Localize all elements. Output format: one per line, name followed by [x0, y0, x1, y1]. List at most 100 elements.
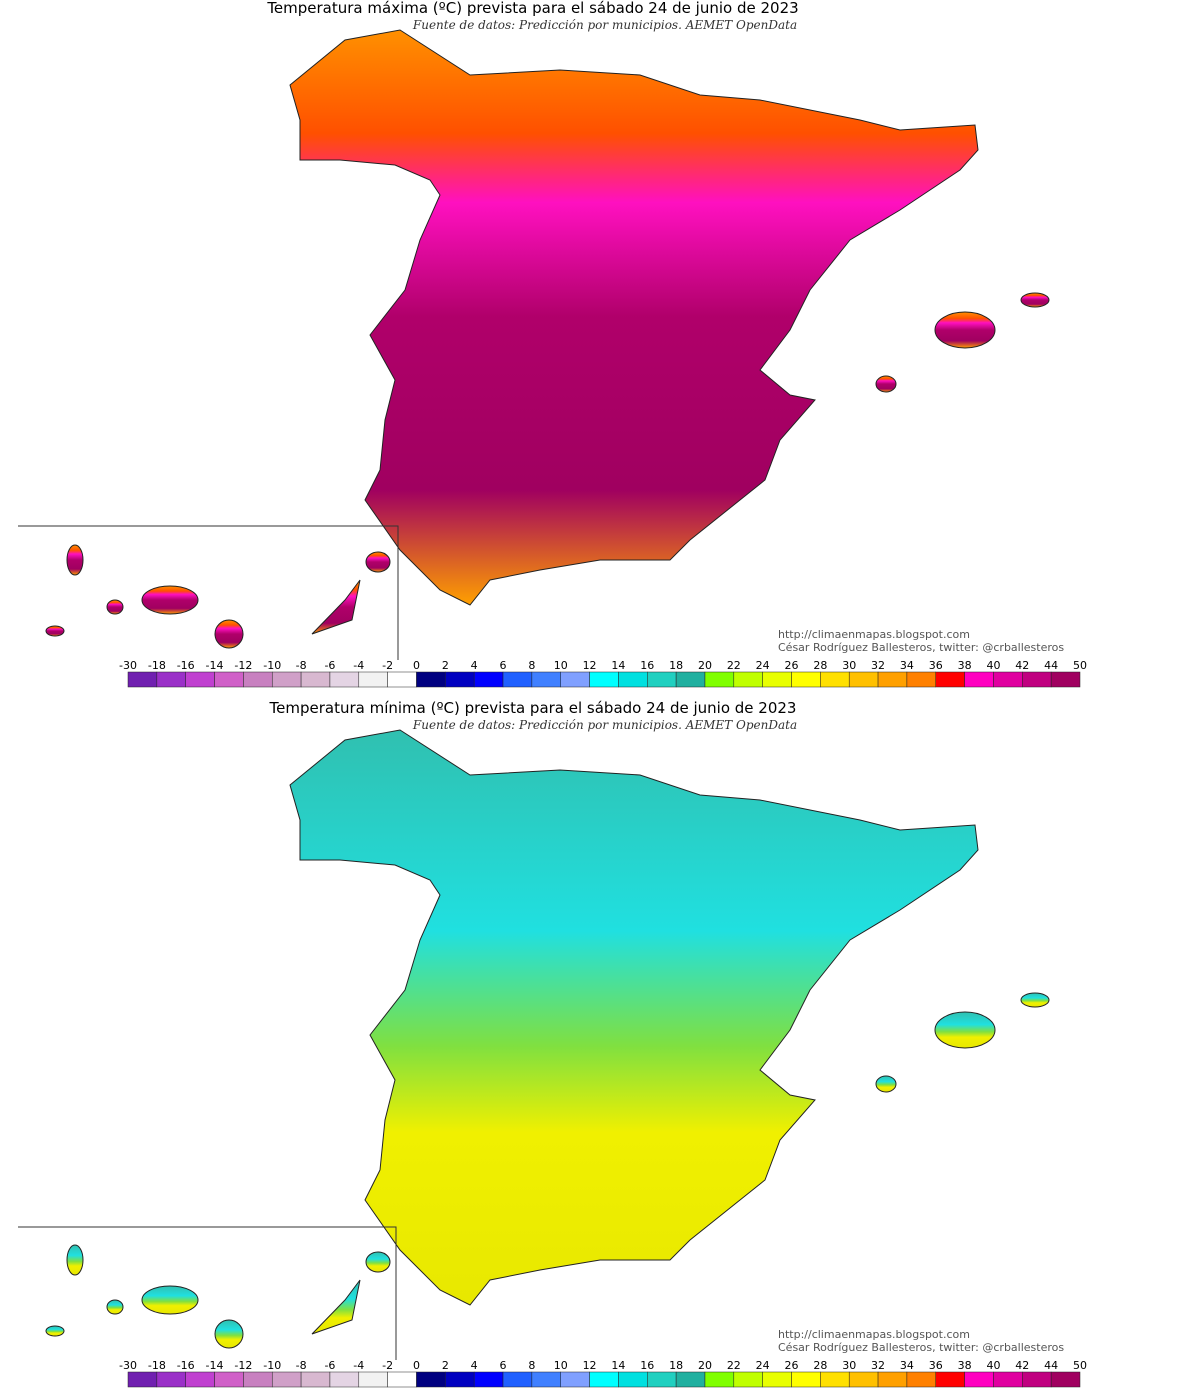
- legend-swatch: [127, 1371, 158, 1388]
- legend-tick-label: -10: [263, 659, 281, 672]
- legend-tick-label: 26: [785, 659, 799, 672]
- legend-tick-label: -18: [148, 659, 166, 672]
- legend-swatch: [848, 671, 879, 688]
- legend-tick-label: 20: [698, 659, 712, 672]
- legend-tick-label: 44: [1044, 659, 1058, 672]
- legend-swatch: [358, 671, 388, 688]
- legend-tick-label: 14: [611, 659, 625, 672]
- legend-tick-label: 24: [756, 1359, 770, 1372]
- legend-swatch: [647, 1371, 677, 1388]
- legend-tick-label: 50: [1073, 659, 1087, 672]
- legend-swatch: [848, 1371, 879, 1388]
- legend-tick-label: -16: [177, 659, 195, 672]
- legend-tick-label: -12: [234, 1359, 252, 1372]
- legend-tick-label: -14: [206, 659, 224, 672]
- legend-swatch: [531, 1371, 561, 1388]
- legend-swatch: [387, 671, 417, 688]
- legend-tick-label: -12: [234, 659, 252, 672]
- legend-tick-label: -6: [324, 1359, 335, 1372]
- legend-swatch: [416, 1371, 446, 1388]
- legend-swatch: [733, 1371, 763, 1388]
- legend-tick-label: 2: [442, 1359, 449, 1372]
- legend-swatch: [473, 671, 504, 688]
- legend-tick-label: 38: [958, 1359, 972, 1372]
- legend-swatch: [156, 1371, 186, 1388]
- legend-swatch: [877, 671, 908, 688]
- legend-tick-label: 40: [986, 1359, 1000, 1372]
- legend-swatch: [964, 671, 994, 688]
- legend-swatch: [877, 1371, 908, 1388]
- legend-tick-label: 30: [842, 659, 856, 672]
- legend-tick-label: 32: [871, 659, 885, 672]
- legend-tick-label: -30: [119, 659, 137, 672]
- map-shape: [45, 29, 1050, 649]
- legend-tick-label: 32: [871, 1359, 885, 1372]
- legend-tick-label: 2: [442, 659, 449, 672]
- legend-tick-label: 22: [727, 1359, 741, 1372]
- legend-swatch: [675, 1371, 706, 1388]
- legend-tick-label: 6: [500, 659, 507, 672]
- legend-swatch: [762, 671, 792, 688]
- legend-tick-label: 34: [900, 1359, 914, 1372]
- legend-tick-label: 14: [611, 1359, 625, 1372]
- legend-tick-label: 50: [1073, 1359, 1087, 1372]
- legend-tick-label: -2: [382, 659, 393, 672]
- legend-swatch: [531, 671, 561, 688]
- legend-tick-label: 6: [500, 1359, 507, 1372]
- credit-url: http://climaenmapas.blogspot.com: [778, 1328, 970, 1341]
- legend-tick-label: 42: [1015, 1359, 1029, 1372]
- legend-swatch: [243, 671, 273, 688]
- legend-tick-label: 12: [583, 659, 597, 672]
- legend-tick-label: 10: [554, 1359, 568, 1372]
- legend-tick-label: 42: [1015, 659, 1029, 672]
- legend-swatch: [560, 1371, 590, 1388]
- legend-tick-label: 16: [640, 1359, 654, 1372]
- map-source: Fuente de datos: Predicción por municipi…: [412, 18, 797, 32]
- legend-tick-label: 18: [669, 1359, 683, 1372]
- legend-tick-label: 16: [640, 659, 654, 672]
- legend-swatch: [243, 1371, 273, 1388]
- legend-swatch: [993, 671, 1023, 688]
- legend-swatch: [358, 1371, 388, 1388]
- map-min: Temperatura mínima (ºC) prevista para el…: [18, 699, 1087, 1388]
- map-title: Temperatura mínima (ºC) prevista para el…: [269, 699, 797, 717]
- legend-tick-label: 0: [413, 659, 420, 672]
- legend-swatch: [906, 1371, 937, 1388]
- legend-swatch: [156, 671, 186, 688]
- legend-tick-label: 0: [413, 1359, 420, 1372]
- legend-swatch: [993, 1371, 1023, 1388]
- legend-tick-label: -10: [263, 1359, 281, 1372]
- legend-swatch: [329, 671, 360, 688]
- legend-tick-label: 10: [554, 659, 568, 672]
- credit-author: César Rodríguez Ballesteros, twitter: @c…: [778, 1341, 1064, 1354]
- legend-tick-label: 34: [900, 659, 914, 672]
- legend-swatch: [185, 671, 215, 688]
- legend-tick-label: 12: [583, 1359, 597, 1372]
- legend-swatch: [1022, 1371, 1052, 1388]
- legend-tick-label: 8: [528, 1359, 535, 1372]
- legend-swatch: [473, 1371, 504, 1388]
- legend-swatch: [1022, 671, 1052, 688]
- legend-tick-label: 26: [785, 1359, 799, 1372]
- legend-swatch: [502, 1371, 533, 1388]
- legend-swatch: [329, 1371, 360, 1388]
- legend-swatch: [300, 671, 331, 688]
- legend-swatch: [214, 1371, 244, 1388]
- map-shape: [45, 729, 1050, 1349]
- legend-tick-label: 30: [842, 1359, 856, 1372]
- legend-swatch: [906, 671, 937, 688]
- legend-swatch: [387, 1371, 417, 1388]
- legend-tick-label: 28: [813, 1359, 827, 1372]
- legend-tick-label: 8: [528, 659, 535, 672]
- legend-tick-label: 36: [929, 659, 943, 672]
- legend-swatch: [214, 671, 244, 688]
- legend-tick-label: 4: [471, 1359, 478, 1372]
- inset-frame: [18, 525, 399, 660]
- legend-swatch: [271, 1371, 302, 1388]
- legend-tick-label: 44: [1044, 1359, 1058, 1372]
- legend-swatch: [618, 671, 648, 688]
- map-max: Temperatura máxima (ºC) prevista para el…: [18, 0, 1087, 688]
- legend-tick-label: -16: [177, 1359, 195, 1372]
- legend-tick-label: 20: [698, 1359, 712, 1372]
